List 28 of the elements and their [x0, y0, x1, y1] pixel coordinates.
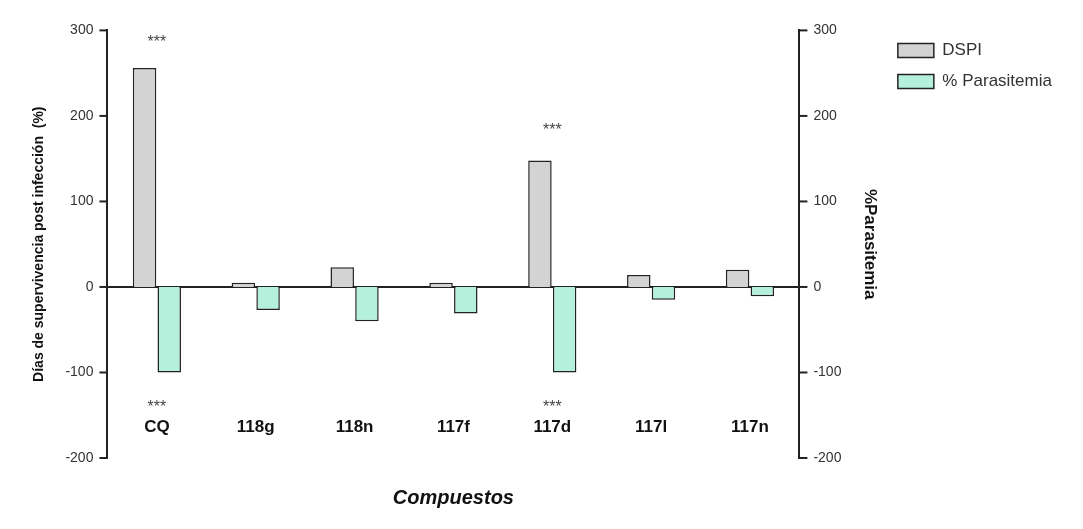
- y2-axis-title: %Parasitemia: [860, 188, 880, 301]
- y2-tick-label: 300: [813, 21, 837, 38]
- x-tick-label: 117d: [533, 416, 572, 436]
- y-tick-label: -200: [65, 448, 94, 465]
- y-tick-label: -100: [65, 363, 94, 380]
- x-tick-label: CQ: [144, 416, 170, 436]
- legend-label: % Parasitemia: [942, 71, 1053, 91]
- x-tick-label: 118g: [236, 416, 275, 436]
- legend-label: DSPI: [942, 40, 983, 60]
- x-tick-label: 117f: [436, 416, 471, 436]
- x-tick-label: 117n: [731, 416, 769, 436]
- x-tick-label: 117l: [635, 416, 668, 436]
- y2-tick-label: -200: [813, 448, 842, 465]
- y2-tick-label: 0: [813, 277, 822, 294]
- y-tick-label: 100: [70, 192, 94, 209]
- y-tick-label: 200: [70, 106, 94, 123]
- y2-tick-label: 200: [813, 106, 837, 123]
- y-tick-label: 300: [70, 21, 94, 38]
- annotation: ***: [542, 398, 562, 416]
- annotation: ***: [147, 32, 167, 50]
- y2-tick-label: -100: [813, 363, 842, 380]
- annotation: ***: [147, 398, 167, 416]
- x-tick-label: 118n: [335, 416, 374, 436]
- y-tick-label: 0: [85, 277, 94, 294]
- x-axis-title: Compuestos: [392, 485, 514, 508]
- y-axis-title: Días de supervivencia post infección (%): [29, 106, 46, 382]
- y2-tick-label: 100: [813, 192, 837, 209]
- annotation: ***: [542, 120, 562, 138]
